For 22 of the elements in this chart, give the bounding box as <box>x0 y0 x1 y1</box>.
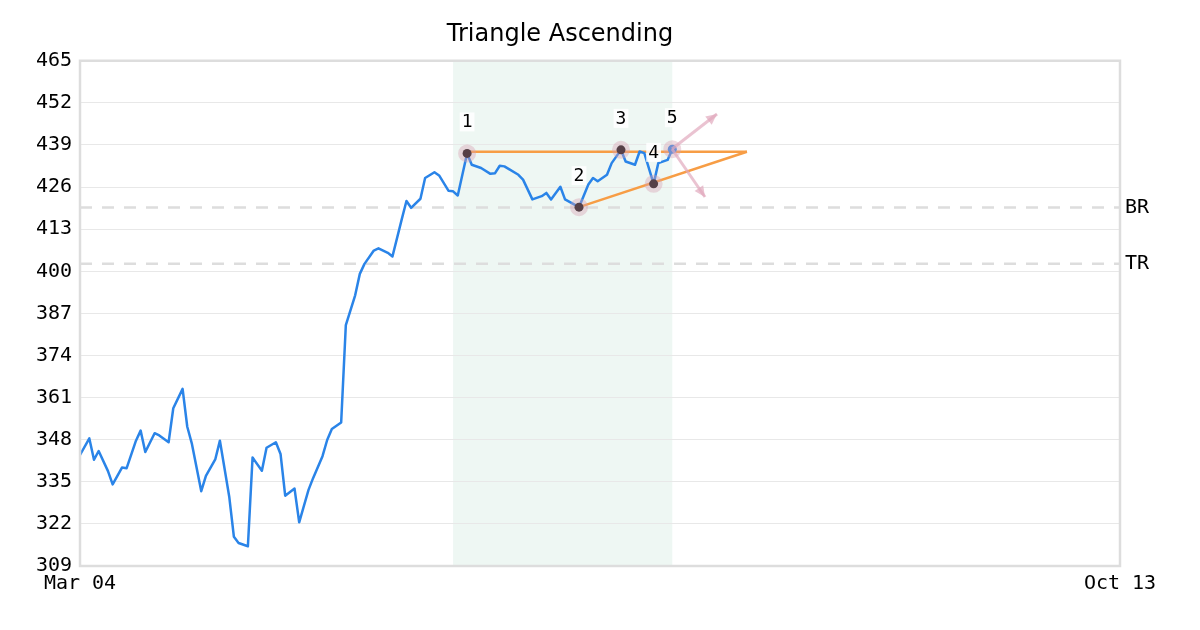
chart-title: Triangle Ascending <box>445 18 674 47</box>
ref-line-label: BR <box>1125 193 1151 218</box>
y-tick-label: 400 <box>35 257 72 282</box>
annotation: 2 <box>573 164 585 186</box>
y-tick-label: 465 <box>35 47 72 71</box>
annotation: 4 <box>648 140 660 162</box>
x-tick-label: Oct 13 <box>1083 570 1157 595</box>
annotation: 1 <box>461 110 473 132</box>
y-tick-label: 335 <box>35 468 72 492</box>
ref-line-label: TR <box>1125 250 1151 275</box>
y-tick-label: 413 <box>35 215 72 240</box>
y-tick-label: 374 <box>35 341 72 366</box>
y-tick-label: 426 <box>35 173 72 198</box>
y-tick-label: 348 <box>35 425 72 450</box>
x-tick-label: Mar 04 <box>43 570 117 595</box>
y-tick-label: 439 <box>35 131 72 156</box>
y-tick-label: 452 <box>35 89 72 114</box>
annotation: 5 <box>666 106 678 128</box>
y-tick-label: 322 <box>35 510 72 535</box>
y-tick-label: 387 <box>35 299 72 324</box>
annotation: 3 <box>615 106 627 128</box>
y-tick-label: 361 <box>35 383 72 408</box>
